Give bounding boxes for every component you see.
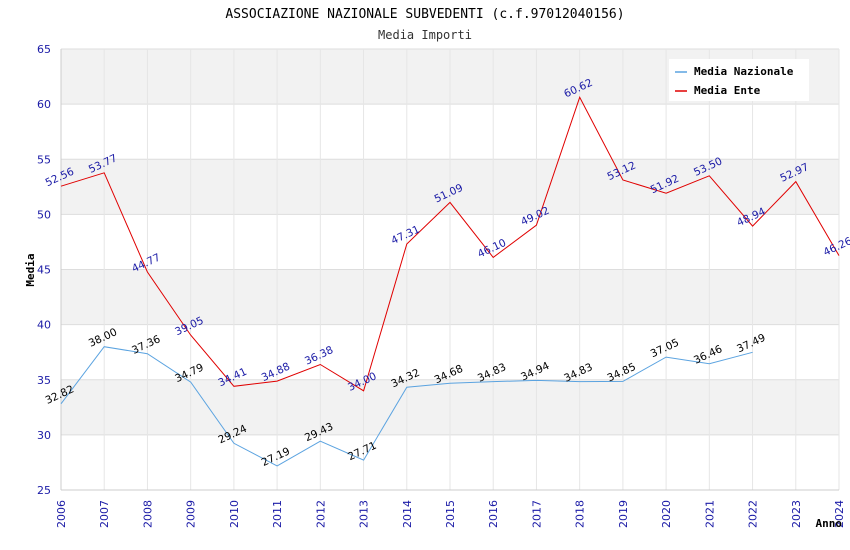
legend-label-media-ente: Media Ente xyxy=(694,84,761,97)
y-tick-labels: 25 30 35 40 45 50 55 60 65 xyxy=(37,43,51,497)
chart-subtitle: Media Importi xyxy=(378,28,472,42)
y-axis-label: Media xyxy=(24,253,37,286)
x-tick-label: 2020 xyxy=(660,500,673,528)
x-tick-label: 2013 xyxy=(358,500,371,528)
y-tick-label: 65 xyxy=(37,43,51,56)
series-lines xyxy=(60,96,840,467)
y-tick-label: 35 xyxy=(37,374,51,387)
x-axis-label: Anno xyxy=(816,517,843,530)
y-tick-label: 40 xyxy=(37,319,51,332)
x-tick-label: 2018 xyxy=(574,500,587,528)
x-tick-label: 2023 xyxy=(790,500,803,528)
y-tick-label: 25 xyxy=(37,484,51,497)
x-tick-label: 2007 xyxy=(98,500,111,528)
x-tick-label: 2015 xyxy=(444,500,457,528)
legend: Media Nazionale Media Ente xyxy=(669,59,809,101)
legend-label-media-nazionale: Media Nazionale xyxy=(694,65,794,78)
x-tick-label: 2014 xyxy=(401,500,414,528)
x-tick-label: 2006 xyxy=(55,500,68,528)
x-tick-labels: 2006 2007 2008 2009 2010 2011 2012 2013 2014 2015… xyxy=(55,500,846,528)
chart-title: ASSOCIAZIONE NAZIONALE SUBVEDENTI (c.f.9… xyxy=(225,7,624,22)
y-tick-label: 45 xyxy=(37,264,51,277)
x-tick-label: 2024 xyxy=(833,500,846,528)
axes xyxy=(60,49,839,491)
x-tick-label: 2017 xyxy=(530,500,543,528)
x-tick-label: 2012 xyxy=(314,500,327,528)
y-tick-label: 60 xyxy=(37,98,51,111)
series-line-0 xyxy=(60,346,753,467)
y-tick-label: 30 xyxy=(37,429,51,442)
x-tick-label: 2022 xyxy=(747,500,760,528)
x-tick-label: 2009 xyxy=(185,500,198,528)
legend-box xyxy=(669,59,809,101)
series-line-1 xyxy=(60,96,840,392)
x-tick-label: 2019 xyxy=(617,500,630,528)
y-tick-label: 55 xyxy=(37,153,51,166)
x-tick-label: 2021 xyxy=(703,500,716,528)
x-tick-label: 2016 xyxy=(487,500,500,528)
y-tick-label: 50 xyxy=(37,208,51,221)
x-tick-label: 2011 xyxy=(271,500,284,528)
x-tick-label: 2010 xyxy=(228,500,241,528)
x-tick-label: 2008 xyxy=(141,500,154,528)
